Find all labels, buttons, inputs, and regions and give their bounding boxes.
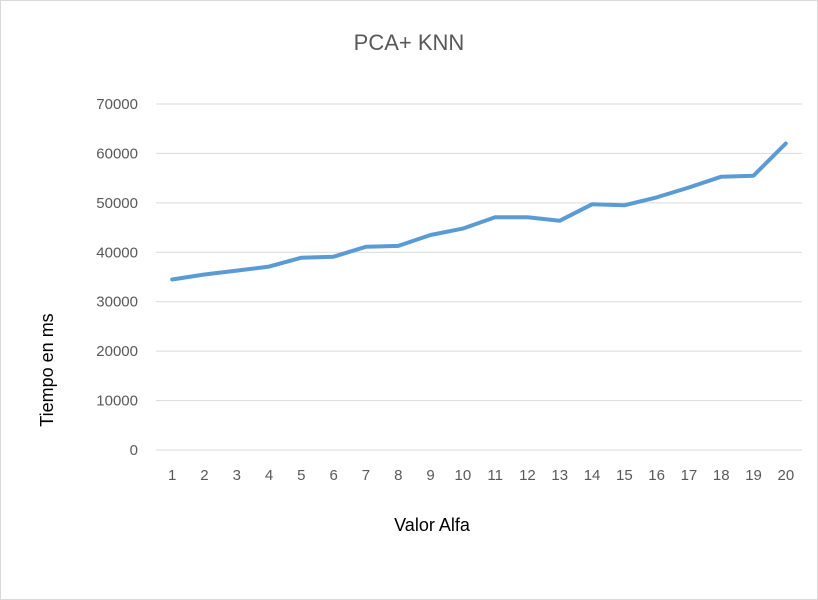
data-point — [558, 219, 562, 223]
data-point — [590, 202, 594, 206]
x-tick-label: 5 — [297, 467, 305, 484]
x-tick-label: 14 — [584, 467, 601, 484]
x-axis-title: Valor Alfa — [394, 515, 471, 535]
data-point — [235, 269, 239, 273]
x-tick-label: 19 — [745, 467, 762, 484]
x-tick-label: 13 — [551, 467, 568, 484]
data-point — [525, 215, 529, 219]
x-tick-label: 11 — [487, 467, 503, 484]
data-point — [202, 273, 206, 277]
x-tick-label: 12 — [519, 467, 536, 484]
x-tick-label: 9 — [426, 467, 434, 484]
gridlines — [156, 103, 802, 451]
x-tick-label: 10 — [455, 467, 472, 484]
x-tick-label: 2 — [200, 467, 208, 484]
x-tick-label: 8 — [394, 467, 402, 484]
x-axis-ticks: 1 2 3 4 5 6 7 8 9 10 11 12 13 14 15 16 17 18 19 20 — [168, 467, 794, 484]
x-tick-label: 16 — [648, 467, 665, 484]
y-tick-label: 50000 — [96, 195, 138, 212]
data-point — [267, 265, 271, 269]
x-tick-label: 4 — [265, 467, 273, 484]
y-tick-label: 10000 — [96, 393, 138, 410]
data-point — [784, 142, 788, 146]
data-point — [299, 256, 303, 260]
data-point — [493, 215, 497, 219]
x-tick-label: 6 — [329, 467, 337, 484]
chart-title: PCA+ KNN — [354, 30, 465, 55]
data-point — [396, 244, 400, 248]
data-point — [332, 255, 336, 259]
x-tick-label: 1 — [168, 467, 176, 484]
data-point — [429, 233, 433, 237]
series-line — [170, 141, 788, 282]
x-tick-label: 17 — [681, 467, 698, 484]
y-tick-label: 30000 — [96, 294, 138, 311]
data-point — [752, 174, 756, 178]
series-group — [170, 141, 788, 282]
x-tick-label: 7 — [362, 467, 370, 484]
x-tick-label: 20 — [778, 467, 795, 484]
data-point — [719, 175, 723, 179]
y-tick-label: 60000 — [96, 145, 138, 162]
y-tick-label: 70000 — [96, 96, 138, 113]
x-tick-label: 3 — [233, 467, 241, 484]
data-point — [687, 186, 691, 190]
y-axis-ticks: 0 10000 20000 30000 40000 50000 60000 70000 — [96, 96, 138, 459]
data-point — [622, 203, 626, 207]
data-point — [461, 227, 465, 231]
x-tick-label: 15 — [616, 467, 633, 484]
y-tick-label: 20000 — [96, 343, 138, 360]
x-tick-label: 18 — [713, 467, 730, 484]
y-tick-label: 40000 — [96, 244, 138, 261]
data-point — [364, 245, 368, 249]
data-point — [170, 277, 174, 281]
data-point — [655, 195, 659, 199]
y-axis-title: Tiempo en ms — [37, 313, 57, 426]
y-tick-label: 0 — [130, 442, 138, 459]
